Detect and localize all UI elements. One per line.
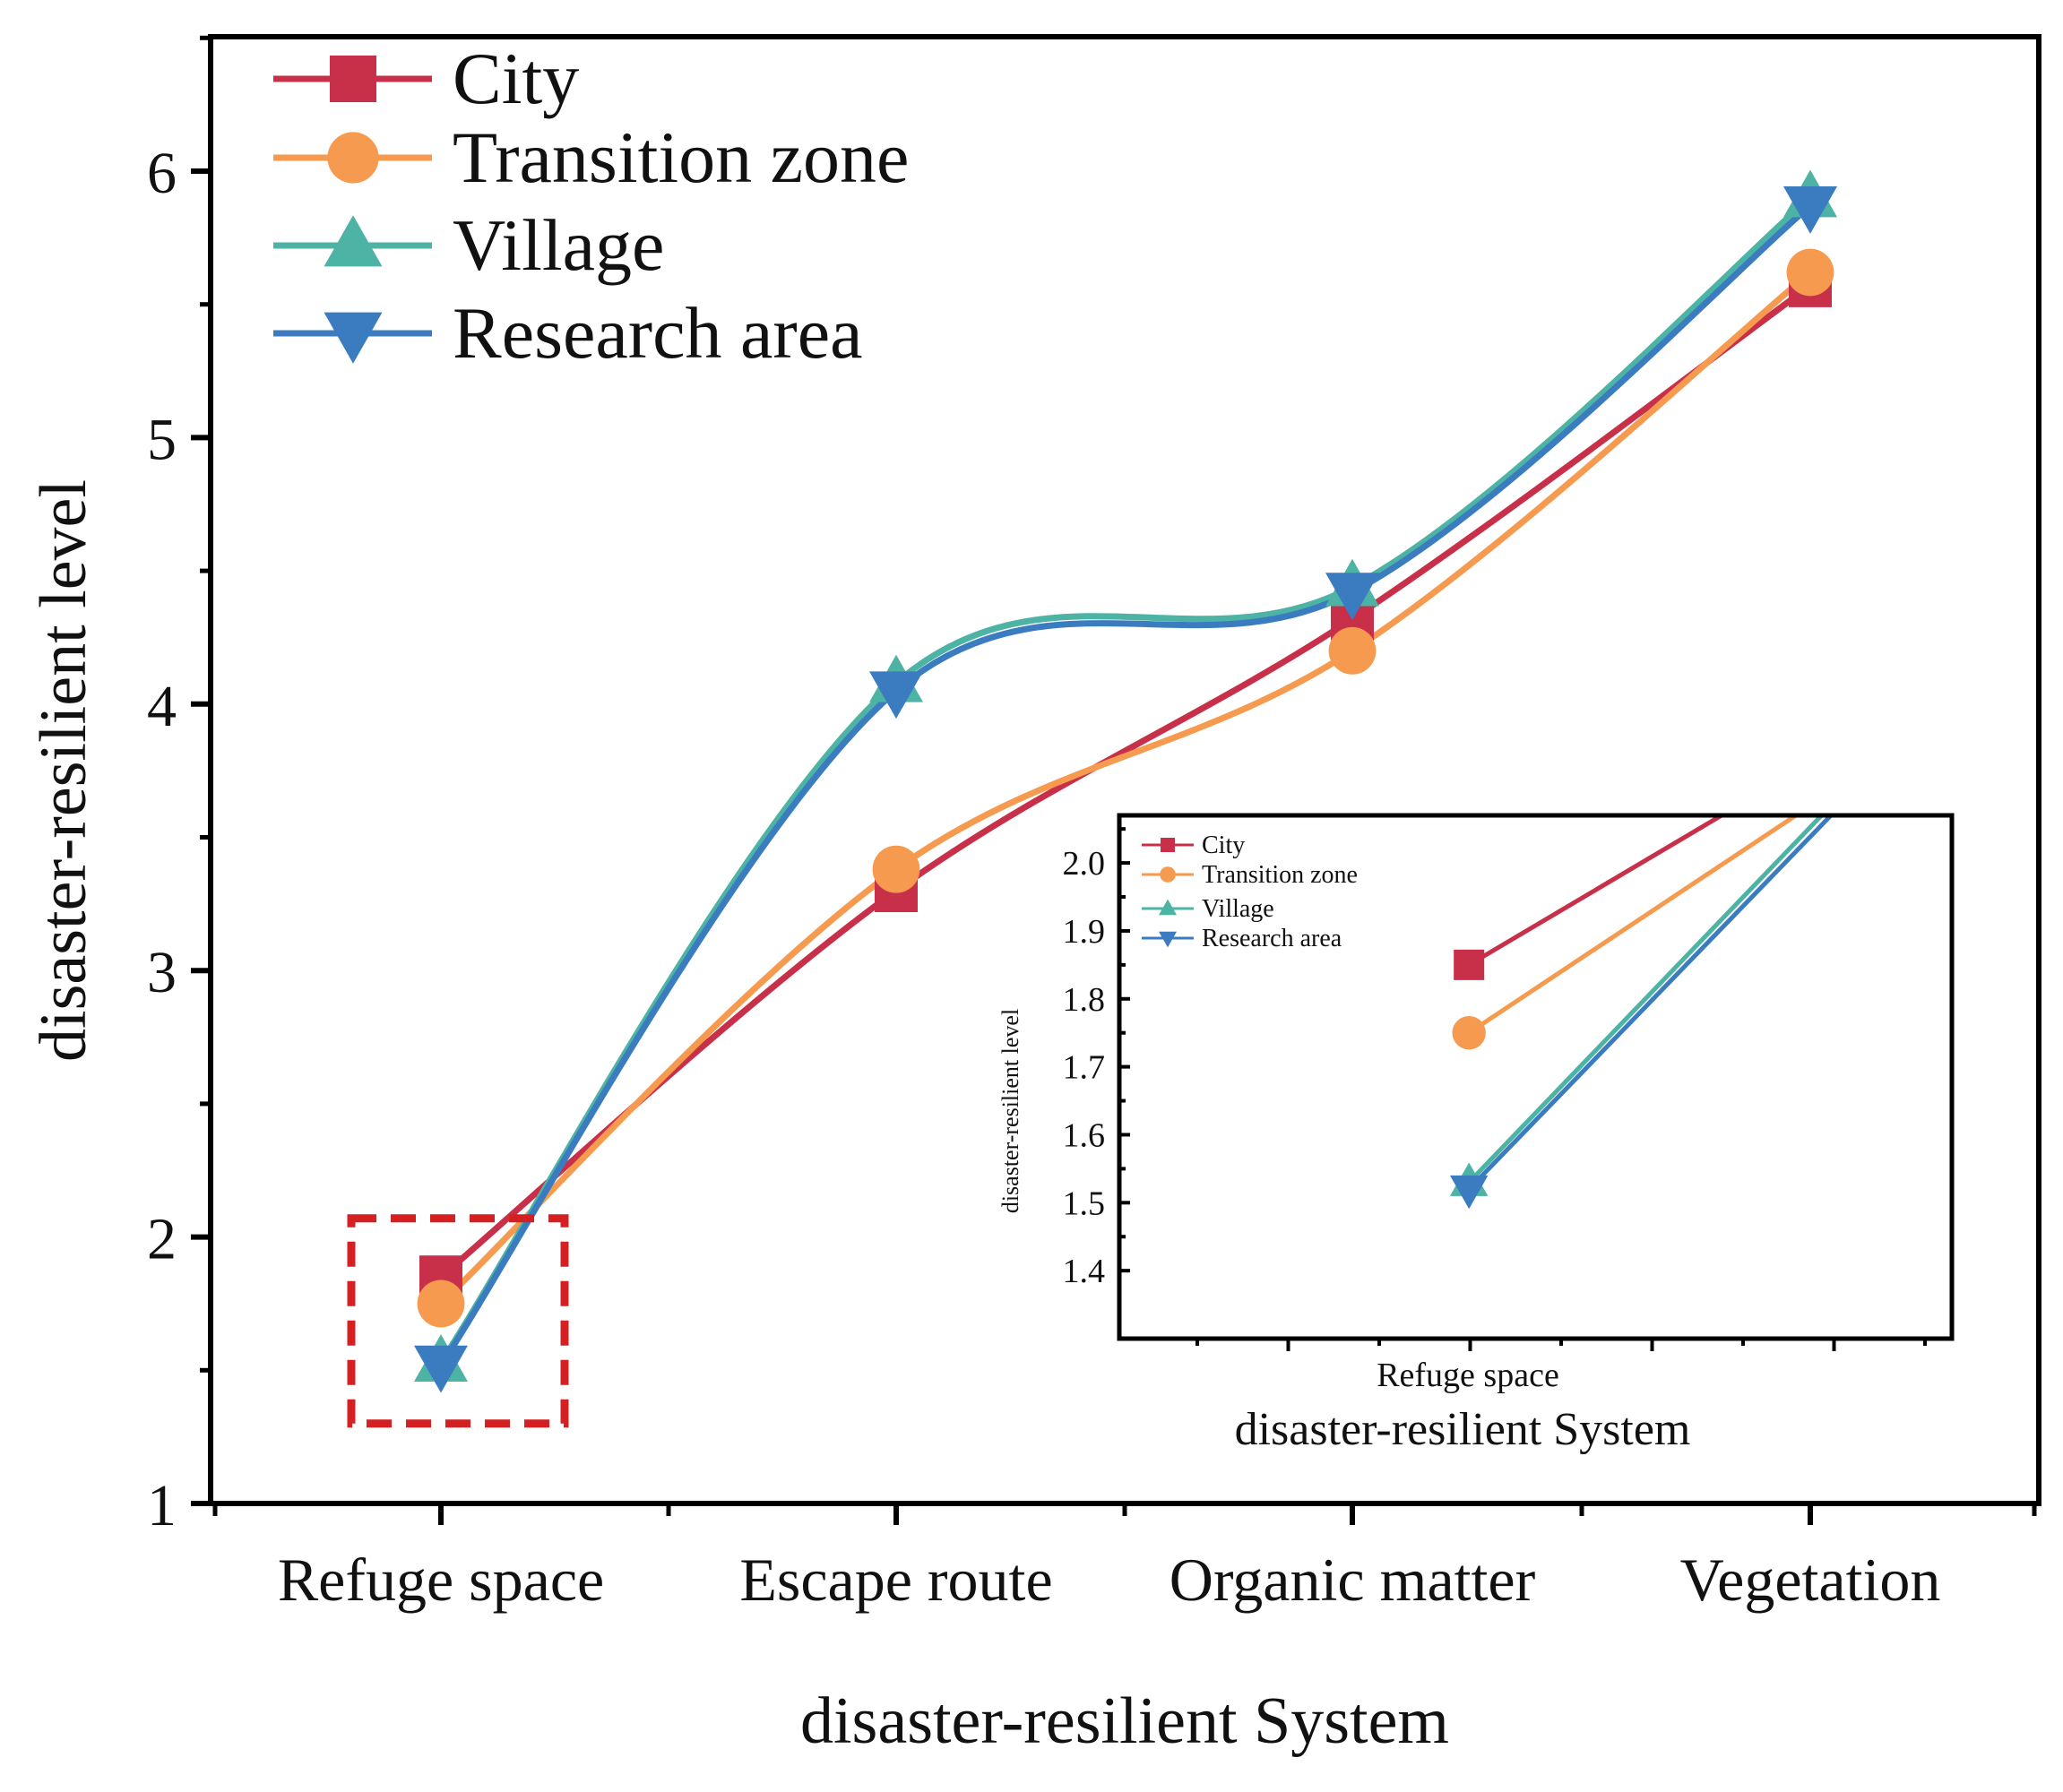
inset-data-point <box>1454 949 1485 980</box>
legend-label: Transition zone <box>453 116 909 198</box>
y-axis-title: disaster-resilient level <box>27 479 100 1062</box>
inset-y-axis-title: disaster-resilient level <box>997 1009 1023 1213</box>
legend-label: Research area <box>453 292 863 374</box>
legend-marker <box>330 56 376 102</box>
inset-legend-label: Transition zone <box>1202 861 1358 889</box>
highlight-box <box>347 1214 569 1428</box>
inset-legend-label: City <box>1202 831 1245 859</box>
main-series-lines <box>438 195 1813 1367</box>
inset-data-point <box>1449 1175 1489 1210</box>
inset-y-tick-label: 1.8 <box>1063 981 1106 1019</box>
inset-y-tick-label: 1.7 <box>1063 1049 1106 1087</box>
inset-y-tick-label: 1.6 <box>1063 1116 1106 1154</box>
inset-y-tick-label: 1.5 <box>1063 1185 1106 1222</box>
inset-axes: 2.0 1.9 1.8 1.7 1.6 1.5 1.4 <box>1063 827 1927 1351</box>
data-point-transition-zone <box>1786 248 1834 297</box>
inset-y-tick-label: 1.4 <box>1063 1253 1106 1290</box>
x-tick-label: Escape route <box>739 1546 1052 1614</box>
y-tick-label: 1 <box>147 1473 177 1538</box>
series-line-transition-zone <box>438 270 1813 1306</box>
inset-series-lines <box>1467 815 1834 1191</box>
inset-legend-label: Research area <box>1202 925 1342 952</box>
x-tick-label: Organic matter <box>1170 1546 1536 1614</box>
legend-marker <box>324 312 383 364</box>
inset-series-line <box>1467 815 1800 1035</box>
data-point-transition-zone <box>1328 626 1377 675</box>
x-tick-label: Vegetation <box>1680 1546 1941 1614</box>
y-tick-label: 6 <box>147 141 177 206</box>
main-axes: 1 2 3 4 5 6 Refuge space Escape route Organic ma… <box>147 35 2037 1614</box>
data-point-research-area <box>414 1345 468 1393</box>
inset-series-line <box>1467 815 1834 1191</box>
data-point-transition-zone <box>417 1279 465 1328</box>
y-tick-label: 2 <box>147 1207 177 1272</box>
x-tick-label: Refuge space <box>278 1546 604 1614</box>
inset-legend-marker <box>1159 899 1177 916</box>
inset-data-point <box>1452 1016 1486 1050</box>
legend-label: Village <box>453 204 664 286</box>
inset-y-tick-label: 1.9 <box>1063 913 1106 951</box>
inset-legend-marker <box>1160 866 1176 883</box>
inset-series-line <box>1467 815 1826 1185</box>
y-tick-label: 3 <box>147 940 177 1005</box>
main-series-markers <box>414 169 1837 1393</box>
inset-x-category-label: Refuge space <box>1377 1357 1559 1394</box>
inset-background <box>1119 815 1952 1339</box>
y-tick-label: 5 <box>147 407 177 472</box>
legend-marker <box>327 132 379 184</box>
data-point-research-area <box>869 671 923 719</box>
inset-x-axis-title: disaster-resilient System <box>1235 1404 1691 1455</box>
inset-legend-marker <box>1161 838 1175 852</box>
inset-legend-marker <box>1159 931 1177 948</box>
data-point-research-area <box>1783 186 1837 234</box>
legend-marker <box>324 215 383 267</box>
inset-frame <box>1117 813 1955 1341</box>
legend-label: City <box>453 38 579 119</box>
inset-y-tick-label: 2.0 <box>1063 845 1106 883</box>
y-tick-label: 4 <box>147 674 177 739</box>
inset-series-markers <box>1449 949 1489 1210</box>
series-line-research-area <box>438 202 1813 1367</box>
x-axis-title: disaster-resilient System <box>800 1684 1449 1758</box>
inset-legend-label: Village <box>1202 895 1274 923</box>
data-point-research-area <box>1325 573 1379 621</box>
data-point-transition-zone <box>872 845 920 893</box>
